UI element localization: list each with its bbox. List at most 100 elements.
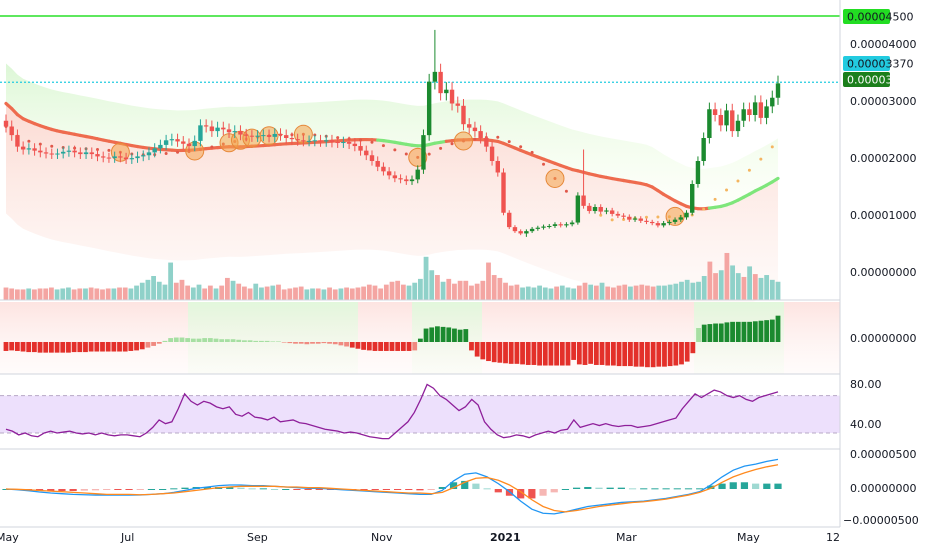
macd-histogram-bar <box>763 483 771 489</box>
candle-body <box>730 110 735 132</box>
momentum-bar <box>185 338 191 342</box>
volume-bar <box>49 287 54 300</box>
momentum-bar <box>54 342 60 353</box>
macd-histogram-bar <box>494 489 502 493</box>
momentum-bar <box>599 342 605 365</box>
ma-mid-dot <box>725 188 729 192</box>
momentum-bar <box>14 342 20 351</box>
momentum-bar <box>429 327 435 342</box>
volume-bar <box>338 288 344 300</box>
candle-body <box>507 212 512 228</box>
ma-mid-dot <box>164 151 168 155</box>
volume-bar <box>117 287 122 300</box>
volume-bar <box>355 287 361 300</box>
volume-bar <box>242 286 247 300</box>
volume-bar <box>37 288 43 300</box>
candle-body <box>43 152 49 154</box>
momentum-bar <box>355 342 361 349</box>
macd-histogram-bar <box>393 489 402 490</box>
macd-histogram-bar <box>752 483 760 489</box>
ma-mid-dot <box>519 145 523 149</box>
candle-body <box>95 154 100 157</box>
price-axis-tick: 0.00002000 <box>850 152 916 165</box>
volume-bar <box>173 282 179 300</box>
volume-bar <box>315 288 321 300</box>
volume-bar <box>344 287 349 300</box>
momentum-bar <box>673 342 679 366</box>
volume-bar <box>469 285 474 300</box>
candle-body <box>627 216 632 220</box>
volume-bar <box>582 282 588 300</box>
volume-bar <box>713 273 718 300</box>
candle-body <box>175 139 180 142</box>
candle-body <box>455 103 460 106</box>
volume-bar <box>423 256 429 300</box>
macd-histogram-bar <box>159 489 167 490</box>
time-axis-label: Mar <box>616 531 637 544</box>
momentum-bar <box>537 342 542 366</box>
candle-body <box>295 139 300 141</box>
candle-body <box>512 227 518 232</box>
ma-mid-dot <box>747 168 751 172</box>
momentum-bar <box>327 342 332 344</box>
candle-body <box>644 220 649 222</box>
volume-bar <box>684 279 690 300</box>
macd-histogram-bar <box>304 489 312 490</box>
volume-bar <box>88 287 94 300</box>
momentum-bar <box>20 342 26 352</box>
volume-bar <box>94 288 100 300</box>
volume-bar <box>327 287 332 300</box>
candle-body <box>684 212 689 218</box>
macd-histogram-bar <box>360 489 368 490</box>
momentum-bar <box>735 321 741 342</box>
volume-bar <box>769 279 775 300</box>
volume-bar <box>100 289 105 300</box>
volume-bar <box>304 289 310 300</box>
candle-body <box>592 207 598 212</box>
candle-body <box>735 120 741 132</box>
ma-mid-dot <box>702 207 706 211</box>
candle-body <box>289 138 295 140</box>
momentum-bar <box>383 342 389 351</box>
momentum-bar <box>287 342 293 344</box>
candle-body <box>426 81 432 136</box>
candle-body <box>238 131 243 135</box>
candle-body <box>135 156 140 159</box>
momentum-bar <box>3 342 9 351</box>
volume-bar <box>645 285 650 300</box>
candle-body <box>747 109 752 115</box>
momentum-bar <box>486 342 491 362</box>
pane-separators <box>0 0 841 528</box>
macd-histogram-bar <box>315 489 323 490</box>
macd-histogram-bar <box>673 488 681 490</box>
macd-histogram-bar <box>740 482 749 489</box>
candle-body <box>547 225 552 227</box>
volume-bar <box>667 284 673 300</box>
candle-body <box>358 146 363 151</box>
momentum-bar <box>752 321 758 342</box>
volume-bar <box>14 289 20 300</box>
candle-body <box>89 152 94 155</box>
volume-bar <box>673 283 679 300</box>
candle-body <box>301 140 306 142</box>
momentum-bar <box>389 342 395 351</box>
price-axis: 0.00004000 0.00003000 0.00002000 0.00001… <box>843 9 916 279</box>
momentum-bar <box>117 342 122 352</box>
momentum-bar <box>650 342 656 368</box>
candle-body <box>20 146 26 150</box>
momentum-bar <box>344 342 349 347</box>
volume-bar <box>66 287 71 300</box>
volume-bar <box>701 276 707 300</box>
momentum-bar <box>247 340 253 342</box>
macd-histogram-bar <box>617 487 625 489</box>
candle-body <box>106 157 112 159</box>
volume-bar <box>735 273 741 300</box>
candle-body <box>255 135 260 137</box>
time-axis-label: 12 <box>826 531 840 544</box>
volume-bar <box>463 280 469 300</box>
candle-body <box>243 134 249 136</box>
candle-body <box>524 231 529 234</box>
volume-bar <box>696 281 701 300</box>
ma-mid-dot <box>530 150 534 154</box>
volume-bar <box>26 288 32 300</box>
